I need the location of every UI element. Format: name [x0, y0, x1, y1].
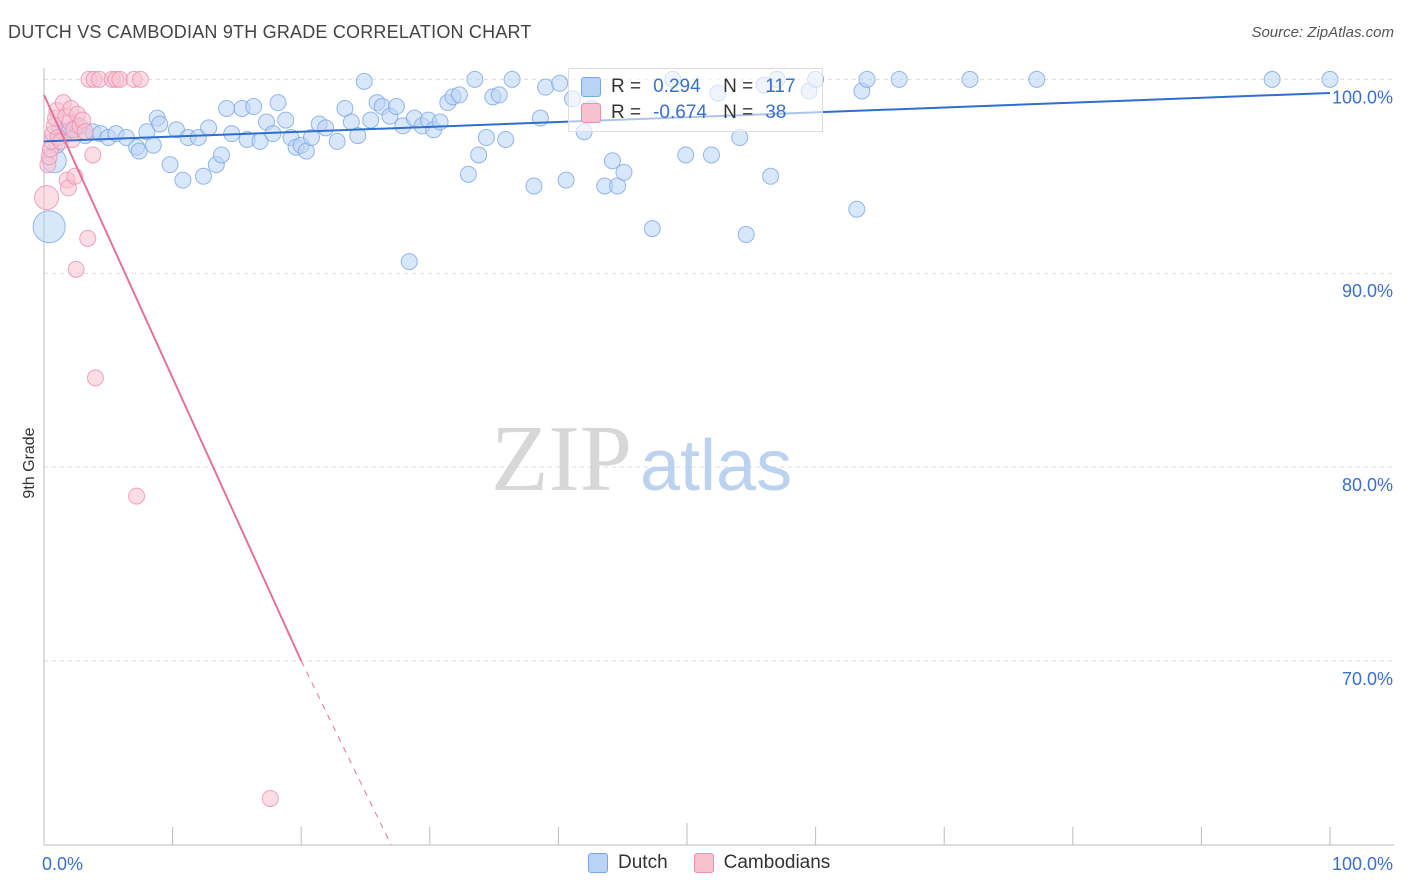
dutch-point — [387, 98, 405, 116]
cambodian-point — [261, 789, 279, 807]
grid-lines — [44, 78, 1394, 662]
y-axis-label: 9th Grade — [21, 427, 38, 498]
y-tick-label: 100.0% — [1332, 87, 1393, 107]
dutch-point — [362, 111, 380, 129]
dutch-point — [677, 146, 695, 164]
dutch-point — [269, 94, 287, 112]
cambodian-legend-label: Cambodians — [723, 852, 831, 873]
dutch-point — [1321, 70, 1339, 88]
chart-title: DUTCH VS CAMBODIAN 9TH GRADE CORRELATION… — [8, 22, 532, 42]
x-tick-label: 0.0% — [42, 854, 83, 874]
dutch-point — [551, 74, 569, 92]
y-tick-label: 90.0% — [1342, 281, 1393, 301]
y-tick-label: 80.0% — [1342, 475, 1393, 495]
dutch-point — [400, 253, 418, 271]
dutch-point — [138, 123, 156, 141]
dutch-point — [615, 163, 633, 181]
dutch-point — [525, 177, 543, 195]
dutch-point — [212, 146, 230, 164]
dutch-point — [349, 127, 367, 145]
dutch-point — [144, 136, 162, 154]
dutch-point — [466, 70, 484, 88]
n-label: N = — [723, 102, 754, 123]
cambodian-r-value: -0.674 — [653, 102, 707, 123]
dutch-point — [737, 225, 755, 243]
dutch-point — [1028, 70, 1046, 88]
dutch-legend-swatch — [588, 853, 608, 873]
legend-row-cambodian: R = -0.674 N = 38 — [581, 101, 786, 125]
r-label: R = — [611, 102, 642, 123]
dutch-point — [961, 70, 979, 88]
dutch-swatch — [581, 77, 601, 97]
dutch-point — [151, 115, 169, 133]
dutch-n-value: 117 — [765, 76, 796, 97]
legend-item-cambodians: Cambodians — [693, 852, 831, 874]
series-legend: Dutch Cambodians — [588, 852, 856, 874]
source-label: Source: ZipAtlas.com — [1251, 24, 1394, 41]
cambodian-swatch — [581, 103, 601, 123]
dutch-point — [174, 171, 192, 189]
dutch-point — [537, 78, 555, 96]
y-tick-label: 70.0% — [1342, 669, 1393, 689]
dutch-point — [32, 210, 66, 244]
dutch-point — [497, 130, 515, 148]
cambodian-trend-line — [43, 94, 303, 662]
dutch-point — [130, 142, 148, 160]
cambodian-point — [86, 369, 104, 387]
cambodian-point — [34, 185, 60, 211]
stats-legend: R = 0.294 N = 117 R = -0.674 N = 38 — [568, 68, 823, 132]
dutch-legend-label: Dutch — [618, 852, 668, 873]
dutch-point — [277, 111, 295, 129]
cambodian-point — [67, 260, 85, 278]
legend-row-dutch: R = 0.294 N = 117 — [581, 75, 796, 99]
dutch-point — [336, 99, 354, 117]
dutch-point — [477, 129, 495, 147]
watermark-atlas: atlas — [640, 426, 792, 506]
dutch-point — [194, 167, 212, 185]
cambodian-trend-extension — [300, 660, 392, 846]
dutch-point — [702, 146, 720, 164]
watermark: ZIP atlas — [491, 407, 792, 511]
cambodian-legend-swatch — [693, 853, 714, 873]
dutch-point — [557, 171, 575, 189]
dutch-point — [603, 152, 621, 170]
cambodian-n-value: 38 — [765, 102, 787, 123]
cambodian-point — [76, 123, 94, 141]
dutch-point — [890, 70, 908, 88]
dutch-point — [503, 70, 521, 88]
dutch-point — [858, 70, 876, 88]
dutch-point — [1263, 70, 1281, 88]
dutch-point — [161, 156, 179, 174]
cambodian-point — [111, 70, 129, 88]
dutch-point — [245, 98, 263, 116]
x-tick-label: 100.0% — [1332, 854, 1393, 874]
dutch-point — [200, 119, 218, 137]
dutch-point — [328, 132, 346, 150]
dutch-point — [302, 129, 320, 147]
dutch-point — [317, 119, 335, 137]
dutch-point — [218, 99, 236, 117]
cambodian-point — [79, 229, 97, 247]
cambodian-point — [128, 487, 146, 505]
dutch-point — [450, 86, 468, 104]
dutch-point — [355, 72, 373, 90]
dutch-point — [643, 220, 661, 238]
dutch-point — [609, 177, 627, 195]
legend-item-dutch: Dutch — [588, 852, 668, 874]
n-label: N = — [723, 76, 754, 97]
dutch-point — [490, 86, 508, 104]
dutch-point — [470, 146, 488, 164]
dutch-r-value: 0.294 — [653, 76, 701, 97]
r-label: R = — [611, 76, 642, 97]
watermark-zip: ZIP — [491, 407, 632, 511]
tick-labels: 100.0% 90.0% 80.0% 70.0% 0.0% 100.0% — [42, 87, 1393, 874]
cambodian-point — [131, 70, 149, 88]
dutch-point — [459, 165, 477, 183]
dutch-point — [848, 200, 866, 218]
cambodian-point — [84, 146, 102, 164]
dutch-point — [762, 167, 780, 185]
